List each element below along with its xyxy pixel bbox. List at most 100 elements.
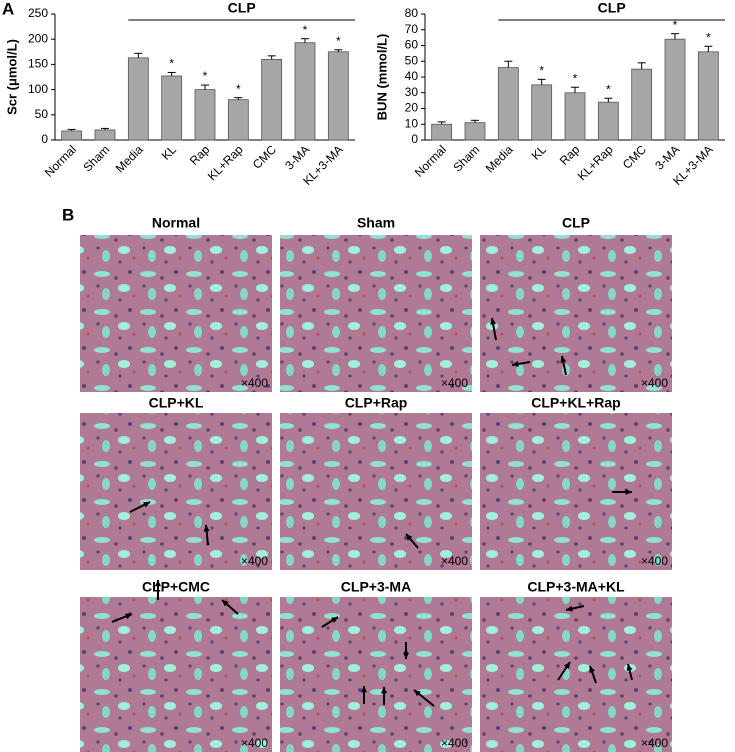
significance-mark: * — [203, 69, 208, 83]
x-tick-label: Sham — [80, 142, 112, 174]
image-title: CLP — [562, 215, 590, 231]
bar — [564, 92, 586, 141]
x-tick-label: Rap — [557, 142, 583, 168]
x-tick-label: Normal — [42, 142, 79, 179]
bar — [61, 130, 83, 141]
y-tick-label: 250 — [28, 6, 48, 20]
arrow-head — [625, 488, 632, 496]
arrow-head — [331, 617, 338, 623]
image-title: Sham — [357, 215, 395, 231]
x-tick-label: KL — [159, 142, 180, 163]
y-tick-label: 70 — [405, 22, 419, 36]
x-tick-label: Media — [483, 142, 516, 175]
y-tick-label: 0 — [411, 132, 418, 146]
arrow-head — [589, 666, 595, 673]
y-tick-label: 50 — [35, 107, 49, 121]
bar — [464, 122, 486, 141]
image-title: Normal — [152, 215, 200, 231]
x-tick-label: CMC — [250, 142, 279, 171]
micrograph — [280, 235, 472, 392]
bar — [431, 123, 453, 141]
magnification: ×400 — [641, 736, 668, 750]
group-label: CLP — [598, 0, 626, 16]
x-tick-label: KL — [529, 142, 550, 163]
bar — [261, 58, 283, 141]
micrograph — [480, 413, 672, 570]
y-tick-label: 0 — [41, 132, 48, 146]
arrow-head — [222, 600, 229, 607]
bar — [161, 75, 183, 141]
bar — [327, 51, 349, 141]
x-tick-label: KL+Rap — [205, 142, 246, 183]
y-tick-label: 50 — [405, 53, 419, 67]
bar — [597, 101, 619, 141]
x-tick-label: 3-MA — [282, 142, 312, 172]
magnification: ×400 — [641, 376, 668, 390]
arrow-head — [154, 580, 162, 587]
image-title: CLP+3-MA+KL — [527, 579, 625, 595]
arrow-head — [560, 356, 567, 363]
image-title: CLP+KL — [149, 395, 204, 411]
significance-mark: * — [236, 82, 241, 96]
bar — [227, 99, 249, 141]
y-tick-label: 60 — [405, 38, 419, 52]
x-tick-label: CMC — [620, 142, 649, 171]
arrow-head — [563, 662, 570, 669]
bar — [127, 57, 149, 141]
x-tick-label: Normal — [412, 142, 449, 179]
y-tick-label: 40 — [405, 69, 419, 83]
x-tick-label: 3-MA — [652, 142, 682, 172]
y-tick-label: 150 — [28, 57, 48, 71]
image-title: CLP+KL+Rap — [531, 395, 620, 411]
magnification: ×400 — [241, 376, 268, 390]
bar — [664, 38, 686, 141]
panel-label: A — [2, 0, 14, 18]
x-tick-label: Sham — [450, 142, 482, 174]
magnification: ×400 — [441, 554, 468, 568]
arrow-head — [203, 525, 210, 532]
bar — [697, 51, 719, 141]
y-axis-title: BUN (mmol/L) — [374, 34, 389, 121]
arrow-head — [626, 664, 633, 671]
y-tick-label: 100 — [28, 82, 48, 96]
magnification: ×400 — [441, 736, 468, 750]
significance-mark: * — [303, 23, 308, 37]
magnification: ×400 — [241, 554, 268, 568]
x-tick-label: Media — [113, 142, 146, 175]
bar — [631, 68, 653, 141]
magnification: ×400 — [641, 554, 668, 568]
arrow-head — [414, 690, 421, 697]
group-label: CLP — [228, 0, 256, 16]
image-title: CLP+CMC — [142, 579, 210, 595]
y-tick-label: 20 — [405, 101, 419, 115]
arrow-head — [125, 613, 132, 620]
significance-mark: * — [706, 30, 711, 44]
y-axis-title: Scr (μmol/L) — [4, 39, 19, 115]
bar — [497, 67, 519, 141]
significance-mark: * — [169, 57, 174, 71]
magnification: ×400 — [241, 736, 268, 750]
significance-mark: * — [539, 64, 544, 78]
micrograph — [480, 597, 672, 752]
arrow-head — [406, 534, 413, 541]
bar — [94, 129, 116, 141]
image-title: CLP+3-MA — [341, 579, 411, 595]
y-tick-label: 10 — [405, 116, 419, 130]
x-tick-label: KL+Rap — [575, 142, 616, 183]
magnification: ×400 — [441, 376, 468, 390]
y-tick-label: 80 — [405, 6, 419, 20]
arrow-head — [512, 360, 519, 367]
panel-label: B — [62, 205, 74, 224]
arrow-head — [402, 652, 410, 659]
arrow-head — [566, 605, 573, 612]
arrow-head — [360, 686, 368, 693]
micrograph — [80, 235, 272, 392]
significance-mark: * — [606, 82, 611, 96]
micrograph — [80, 597, 272, 752]
micrograph — [280, 413, 472, 570]
image-title: CLP+Rap — [345, 395, 408, 411]
arrow-head — [490, 318, 497, 325]
bar — [531, 84, 553, 141]
y-tick-label: 200 — [28, 31, 48, 45]
